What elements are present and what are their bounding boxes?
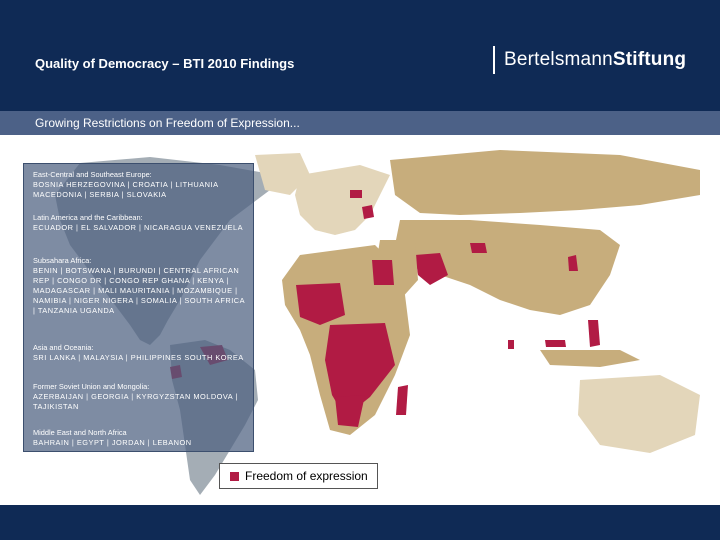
- region-title: Asia and Oceania:: [33, 343, 94, 352]
- region-title: East-Central and Southeast Europe:: [33, 170, 152, 179]
- philippines-region: [588, 320, 600, 347]
- southern-africa-highlight: [335, 395, 365, 427]
- brand-wordmark: BertelsmannStiftung: [504, 49, 686, 71]
- asia-landmass: [395, 220, 620, 315]
- west-africa-highlight: [296, 283, 345, 325]
- region-block-asia-oceania: Asia and Oceania: SRI LANKA | MALAYSIA |…: [33, 343, 248, 363]
- brand-divider: [493, 46, 495, 74]
- indonesia-landmass: [540, 350, 640, 367]
- region-countries: SRI LANKA | MALAYSIA | PHILIPPINES SOUTH…: [33, 353, 244, 362]
- regions-panel: [23, 163, 254, 452]
- greenland-landmass: [255, 153, 310, 195]
- malaysia-region: [545, 340, 566, 347]
- region-countries: AZERBAIJAN | GEORGIA | KYRGYZSTAN MOLDOV…: [33, 392, 238, 411]
- legend-label: Freedom of expression: [245, 469, 368, 483]
- region-countries: BAHRAIN | EGYPT | JORDAN | LEBANON: [33, 438, 192, 447]
- header-bar: [0, 0, 720, 111]
- russia-landmass: [390, 150, 700, 215]
- region-block-former-soviet-union: Former Soviet Union and Mongolia: AZERBA…: [33, 382, 248, 412]
- iran-region: [415, 253, 448, 285]
- region-countries: BOSNIA HERZEGOVINA | CROATIA | LITHUANIA…: [33, 180, 219, 199]
- europe-landmass: [295, 165, 390, 235]
- korea-region: [568, 255, 578, 271]
- madagascar-region: [396, 385, 408, 415]
- egypt-region: [372, 260, 394, 285]
- region-title: Latin America and the Caribbean:: [33, 213, 143, 222]
- region-block-east-central-europe: East-Central and Southeast Europe: BOSNI…: [33, 170, 248, 200]
- slide-subtitle: Growing Restrictions on Freedom of Expre…: [35, 116, 300, 130]
- slide-title: Quality of Democracy – BTI 2010 Findings: [35, 56, 295, 71]
- map-legend: Freedom of expression: [219, 463, 378, 489]
- central-asia-highlight: [470, 243, 487, 253]
- region-title: Subsahara Africa:: [33, 256, 92, 265]
- australia-landmass: [578, 375, 700, 453]
- central-east-africa-highlight: [325, 323, 395, 417]
- brand-prefix: Bertelsmann: [504, 49, 613, 70]
- region-block-middle-east: Middle East and North Africa BAHRAIN | E…: [33, 428, 248, 448]
- region-title: Middle East and North Africa: [33, 428, 127, 437]
- subheader-bar: [0, 111, 720, 135]
- region-block-latin-america: Latin America and the Caribbean: ECUADOR…: [33, 213, 248, 233]
- footer-bar: [0, 505, 720, 540]
- europe-highlight-1: [350, 190, 362, 198]
- legend-swatch: [230, 471, 239, 481]
- europe-highlight-2: [362, 205, 374, 219]
- sri-lanka-region: [508, 340, 514, 349]
- brand-logo: BertelsmannStiftung: [493, 45, 686, 75]
- brand-suffix: Stiftung: [612, 49, 687, 70]
- region-countries: BENIN | BOTSWANA | BURUNDI | CENTRAL AFR…: [33, 266, 245, 315]
- region-title: Former Soviet Union and Mongolia:: [33, 382, 150, 391]
- region-countries: ECUADOR | EL SALVADOR | NICARAGUA VENEZU…: [33, 223, 244, 232]
- region-block-subsahara-africa: Subsahara Africa: BENIN | BOTSWANA | BUR…: [33, 256, 248, 316]
